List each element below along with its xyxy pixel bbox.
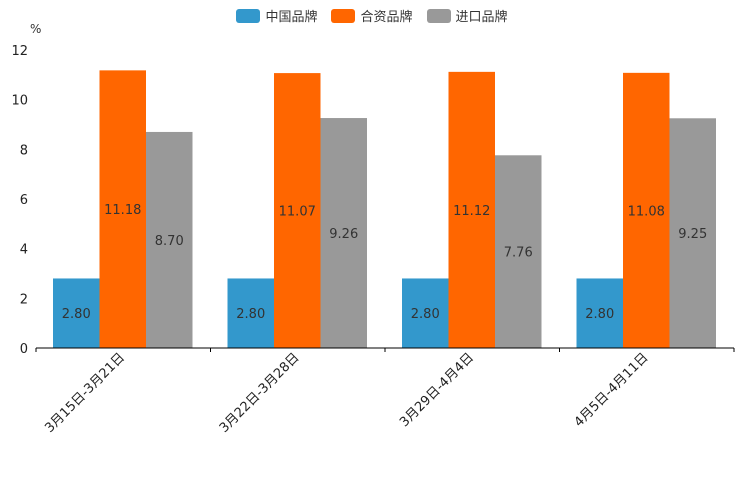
legend: 中国品牌 合资品牌 进口品牌 bbox=[0, 6, 744, 25]
data-label-0-3: 2.80 bbox=[585, 307, 614, 322]
legend-swatch-2 bbox=[426, 8, 451, 23]
bar-2-0[interactable] bbox=[146, 131, 193, 348]
bar-2-3[interactable] bbox=[669, 118, 717, 349]
bar-1-1[interactable] bbox=[274, 73, 321, 348]
bar-1-3[interactable] bbox=[623, 72, 670, 348]
data-label-0-1: 2.80 bbox=[236, 307, 265, 322]
y-tick-label-0: 0 bbox=[20, 342, 28, 357]
data-label-1-3: 11.08 bbox=[628, 204, 665, 219]
y-axis-unit: % bbox=[30, 22, 42, 36]
data-label-2-3: 9.25 bbox=[678, 227, 707, 242]
bar-2-2[interactable] bbox=[495, 155, 542, 348]
bar-0-1[interactable] bbox=[227, 278, 275, 348]
y-tick-label-4: 8 bbox=[20, 143, 28, 158]
y-tick-label-3: 6 bbox=[20, 193, 28, 208]
legend-swatch-1 bbox=[331, 8, 356, 23]
legend-label-2: 进口品牌 bbox=[455, 10, 508, 25]
data-label-0-0: 2.80 bbox=[62, 307, 91, 322]
data-label-0-2: 2.80 bbox=[411, 307, 440, 322]
bar-0-2[interactable] bbox=[402, 278, 449, 348]
y-tick-label-1: 2 bbox=[20, 292, 28, 307]
legend-item-series-2[interactable]: 进口品牌 bbox=[426, 6, 508, 25]
legend-swatch-0 bbox=[236, 8, 261, 23]
x-tick-label-0: 3月15日-3月21日 bbox=[42, 350, 128, 436]
data-label-1-2: 11.12 bbox=[453, 204, 490, 219]
legend-item-series-1[interactable]: 合资品牌 bbox=[331, 6, 413, 25]
legend-label-0: 中国品牌 bbox=[265, 10, 318, 25]
bar-1-0[interactable] bbox=[99, 70, 147, 348]
legend-label-1: 合资品牌 bbox=[360, 10, 413, 25]
data-label-1-1: 11.07 bbox=[279, 205, 316, 220]
bar-0-3[interactable] bbox=[576, 278, 624, 348]
x-tick-label-1: 3月22日-3月28日 bbox=[217, 350, 303, 436]
bar-1-2[interactable] bbox=[448, 71, 496, 348]
y-tick-label-2: 4 bbox=[20, 243, 28, 258]
data-label-1-0: 11.18 bbox=[104, 203, 141, 218]
x-tick-label-2: 3月29日-4月4日 bbox=[397, 350, 477, 430]
x-tick-label-3: 4月5日-4月11日 bbox=[572, 350, 652, 430]
y-tick-label-6: 12 bbox=[11, 44, 28, 59]
data-label-2-1: 9.26 bbox=[329, 227, 358, 242]
y-tick-label-5: 10 bbox=[11, 94, 28, 109]
bar-0-0[interactable] bbox=[53, 278, 100, 348]
legend-item-series-0[interactable]: 中国品牌 bbox=[236, 6, 317, 25]
data-label-2-0: 8.70 bbox=[155, 234, 184, 249]
data-label-2-2: 7.76 bbox=[504, 246, 533, 261]
bar-2-1[interactable] bbox=[320, 118, 368, 348]
